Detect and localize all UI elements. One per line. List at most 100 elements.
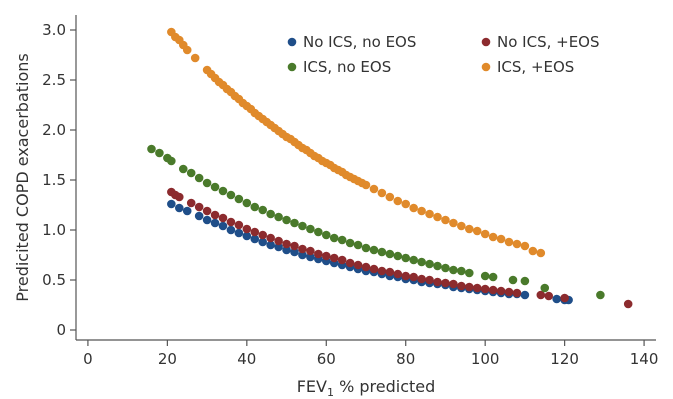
x-tick-label: 80 (396, 350, 415, 368)
data-point (155, 148, 164, 158)
data-point (393, 251, 403, 261)
data-point (433, 261, 442, 271)
data-point (345, 238, 355, 248)
data-point (457, 266, 466, 276)
x-tick-label: 100 (471, 350, 500, 368)
data-point (266, 240, 275, 250)
data-point (250, 202, 260, 212)
legend-marker (287, 37, 297, 47)
data-point (290, 241, 299, 251)
data-point (182, 206, 192, 216)
data-point (210, 218, 220, 228)
data-point (202, 178, 212, 188)
data-point (178, 164, 188, 174)
y-tick-label: 3.0 (42, 21, 66, 39)
data-point (226, 225, 236, 235)
data-point (401, 271, 411, 281)
y-tick-label: 0 (56, 321, 66, 339)
data-point (464, 268, 474, 278)
x-tick-label: 0 (83, 350, 93, 368)
y-tick-label: 0.5 (42, 271, 66, 289)
data-point (306, 246, 315, 256)
x-axis-title-subscript: 1 (327, 386, 334, 399)
data-point (552, 294, 561, 304)
data-point (393, 196, 403, 206)
legend-marker (481, 37, 491, 47)
data-point (186, 168, 196, 178)
y-axis-title: Predicited COPD exacerbations (13, 53, 32, 301)
data-point (306, 252, 315, 262)
data-point (274, 212, 283, 222)
data-point (298, 221, 307, 231)
data-point (480, 229, 490, 239)
data-point (290, 218, 299, 228)
data-point (234, 220, 244, 230)
x-axis-title-main: FEV (297, 377, 327, 396)
data-point (457, 281, 466, 291)
data-point (202, 206, 212, 216)
y-tick-label: 2.0 (42, 121, 66, 139)
data-point (306, 224, 315, 234)
data-point (377, 188, 387, 198)
data-point (401, 199, 411, 209)
data-point (353, 260, 363, 270)
data-point (480, 271, 490, 281)
data-point (385, 267, 395, 277)
data-point (409, 203, 418, 213)
data-point (353, 240, 363, 250)
data-point (147, 144, 156, 154)
data-point (234, 194, 244, 204)
data-point (544, 291, 554, 301)
data-point (496, 234, 506, 244)
data-point (472, 283, 482, 293)
data-point (449, 218, 458, 228)
data-point (449, 279, 458, 289)
data-point (504, 287, 514, 297)
data-point (560, 293, 569, 303)
data-point (290, 247, 299, 257)
data-point (174, 203, 184, 213)
data-point (512, 239, 522, 249)
data-point (449, 265, 458, 275)
data-point (174, 192, 184, 202)
data-point (167, 156, 176, 166)
data-point (337, 255, 347, 265)
data-point (226, 217, 236, 227)
data-point (433, 277, 442, 287)
data-point (190, 53, 200, 63)
x-axis-title: FEV1 % predicted (297, 377, 436, 399)
data-point (282, 239, 291, 249)
data-point (242, 224, 252, 234)
data-point (504, 237, 514, 247)
data-point (298, 250, 307, 260)
data-point (250, 234, 260, 244)
data-point (226, 190, 236, 200)
data-point (441, 278, 450, 288)
data-point (520, 276, 530, 286)
data-point (202, 215, 212, 225)
data-point (472, 226, 482, 236)
x-tick-label: 60 (317, 350, 336, 368)
data-point (393, 269, 403, 279)
data-point (457, 221, 466, 231)
data-point (314, 227, 323, 237)
y-axis-ticks: 0 0.5 1.0 1.5 2.0 2.5 3.0 (42, 21, 76, 339)
data-point (508, 275, 518, 285)
data-point (417, 257, 426, 267)
data-point (488, 285, 498, 295)
data-point (464, 282, 474, 292)
y-tick-label: 1.0 (42, 221, 66, 239)
data-point (182, 45, 192, 55)
data-point (536, 248, 546, 258)
data-point (345, 258, 355, 268)
x-tick-label: 20 (158, 350, 177, 368)
y-tick-label: 1.5 (42, 171, 66, 189)
data-point (282, 215, 291, 225)
data-point (536, 290, 546, 300)
data-point (329, 233, 339, 243)
data-point (623, 299, 633, 309)
data-point (425, 259, 434, 269)
data-point (258, 237, 268, 247)
data-point (186, 198, 196, 208)
data-point (210, 210, 220, 220)
